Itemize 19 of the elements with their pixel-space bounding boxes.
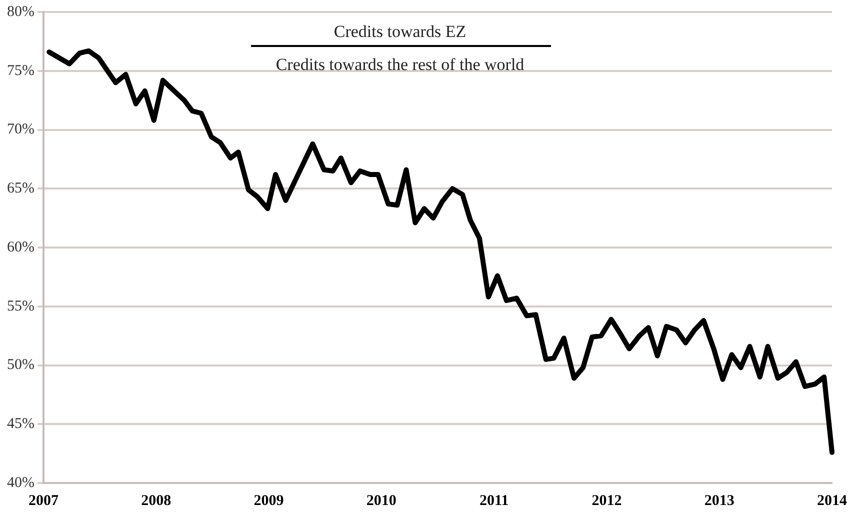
text: Credits towards EZ (332, 22, 468, 43)
y-tick-label: 60% (6, 239, 34, 256)
x-tick-label: 2009 (254, 492, 284, 509)
y-tick-label: 45% (6, 416, 34, 432)
x-tick-label: 2010 (366, 492, 396, 509)
y-tick-label: 50% (6, 357, 34, 374)
text: Credits towards the rest of the world (274, 54, 526, 75)
x-tick-label: 2012 (592, 492, 622, 509)
y-tick-label: 65% (6, 180, 34, 197)
x-tick-label: 2007 (28, 492, 59, 509)
y-tick-label: 55% (6, 298, 34, 314)
y-tick-label: 80% (6, 4, 34, 20)
x-tick-label: 2013 (704, 492, 734, 509)
y-tick-label: 70% (6, 122, 34, 138)
y-tick-label: 75% (6, 62, 34, 79)
x-tick-label: 2011 (479, 492, 509, 509)
x-tick-label: 2008 (141, 492, 172, 509)
y-tick-label: 40% (6, 474, 34, 491)
x-tick-label: 2014 (817, 492, 848, 509)
